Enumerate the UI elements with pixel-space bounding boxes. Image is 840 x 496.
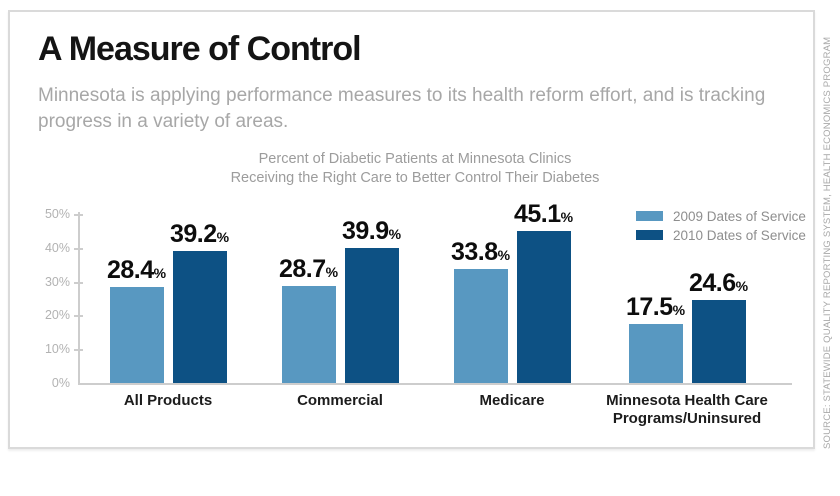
bar-value-percent-sign: %: [216, 228, 230, 245]
bar-value-percent-sign: %: [735, 277, 749, 294]
page-subtitle: Minnesota is applying performance measur…: [38, 85, 766, 132]
bar-value-number: 39.9: [341, 217, 389, 246]
legend-item: 2009 Dates of Service: [636, 209, 806, 225]
bar-2009: [453, 268, 508, 383]
chart-title: Percent of Diabetic Patients at Minnesot…: [100, 150, 730, 188]
y-axis-label: 10%: [44, 342, 70, 357]
category-label: Minnesota Health Care Programs/Uninsured: [606, 392, 768, 427]
y-axis-label: 50%: [44, 207, 70, 221]
y-axis-label: 40%: [44, 240, 70, 255]
bar-2009: [628, 323, 683, 383]
legend-item: 2010 Dates of Service: [636, 228, 806, 244]
legend-swatch: [636, 230, 663, 240]
bar-value-percent-sign: %: [672, 301, 686, 318]
legend-label: 2010 Dates of Service: [673, 228, 806, 243]
chart-title-line: Percent of Diabetic Patients at Minnesot…: [258, 151, 572, 167]
bar-value-label: 28.4%: [72, 256, 202, 286]
bar-value-number: 28.7: [278, 254, 326, 283]
legend-swatch: [636, 211, 663, 221]
category-label: All Products: [123, 392, 213, 409]
bar-2010: [516, 230, 571, 383]
category-label: Medicare: [479, 392, 545, 409]
bar-2010: [344, 248, 399, 383]
bar-2009: [109, 287, 164, 383]
bar-2009: [281, 285, 336, 383]
bar-value-percent-sign: %: [497, 246, 511, 263]
bar-value-label: 39.9%: [307, 217, 437, 247]
bar-value-number: 28.4: [106, 256, 154, 284]
bar-2010: [172, 250, 227, 383]
y-axis-label: 30%: [44, 274, 70, 289]
bar-value-percent-sign: %: [325, 263, 339, 280]
bar-value-label: 24.6%: [654, 269, 784, 299]
bar-value-label: 45.1%: [479, 200, 609, 230]
bar-value-percent-sign: %: [388, 226, 402, 243]
bar-value-number: 17.5: [625, 292, 673, 321]
bar-value-label: 17.5%: [591, 293, 721, 323]
bar-value-label: 28.7%: [244, 255, 374, 285]
bar-value-number: 45.1: [513, 199, 561, 228]
bar-value-percent-sign: %: [560, 208, 574, 225]
infographic-frame: A Measure of Control Minnesota is applyi…: [8, 10, 815, 449]
bar-value-number: 39.2: [169, 219, 217, 248]
legend-label: 2009 Dates of Service: [673, 209, 806, 224]
x-axis-line: [78, 383, 792, 385]
bar-value-percent-sign: %: [153, 265, 167, 281]
source-credit: SOURCE: STATEWIDE QUALITY REPORTING SYST…: [822, 36, 833, 449]
category-label: Commercial: [297, 392, 383, 409]
y-axis-label: 0%: [51, 376, 70, 390]
bar-value-label: 39.2%: [135, 220, 265, 250]
bar-value-number: 24.6: [688, 268, 736, 297]
bar-2010: [691, 299, 746, 383]
bar-chart: 0% 10% 20% 30% 40% 50% 28.4% 39.2% All Products 2…: [10, 12, 813, 447]
page-title: A Measure of Control: [38, 30, 362, 68]
y-axis-line: [78, 212, 80, 383]
bar-value-label: 33.8%: [416, 238, 546, 268]
y-axis-label: 20%: [44, 308, 70, 323]
chart-title-line: Receiving the Right Care to Better Contr…: [230, 170, 600, 186]
bar-value-number: 33.8: [450, 237, 498, 266]
